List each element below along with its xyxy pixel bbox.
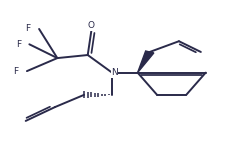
Text: N: N [111,68,118,77]
Polygon shape [138,51,154,73]
Text: F: F [14,67,18,76]
Text: O: O [88,21,95,30]
Text: F: F [26,24,31,34]
Text: F: F [16,40,21,49]
